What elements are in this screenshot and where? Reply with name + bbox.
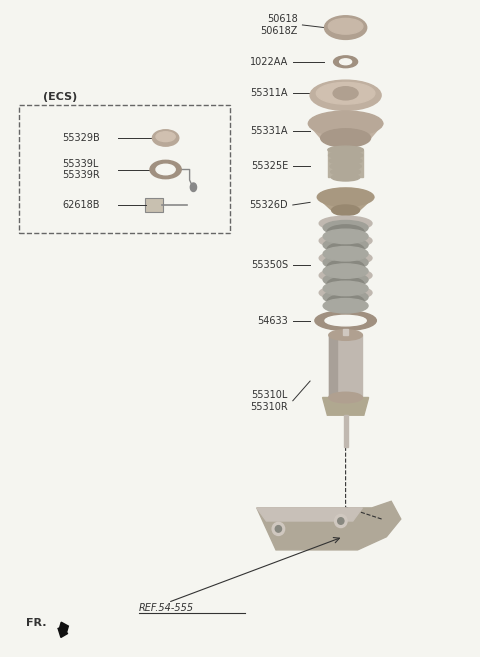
Ellipse shape (327, 294, 364, 309)
Ellipse shape (327, 260, 364, 274)
Text: 55310L
55310R: 55310L 55310R (250, 390, 288, 412)
Ellipse shape (190, 183, 197, 192)
Ellipse shape (334, 56, 358, 68)
Text: 55311A: 55311A (251, 88, 288, 99)
Text: (ECS): (ECS) (43, 92, 77, 102)
Ellipse shape (323, 264, 368, 279)
Ellipse shape (319, 233, 372, 248)
Ellipse shape (328, 18, 363, 34)
Ellipse shape (323, 298, 368, 313)
Ellipse shape (329, 392, 362, 403)
Text: 55331A: 55331A (251, 126, 288, 137)
Ellipse shape (317, 188, 374, 206)
FancyBboxPatch shape (145, 198, 163, 212)
Ellipse shape (332, 205, 360, 215)
Ellipse shape (330, 163, 361, 170)
Ellipse shape (327, 225, 364, 239)
Ellipse shape (328, 152, 363, 159)
Ellipse shape (327, 242, 364, 257)
Ellipse shape (153, 130, 179, 147)
Ellipse shape (339, 59, 351, 65)
Ellipse shape (156, 131, 175, 142)
Ellipse shape (331, 173, 360, 181)
Ellipse shape (321, 129, 371, 147)
Polygon shape (329, 335, 362, 397)
Ellipse shape (328, 146, 363, 154)
Ellipse shape (150, 160, 181, 179)
Ellipse shape (323, 290, 368, 304)
Ellipse shape (319, 286, 372, 300)
Ellipse shape (331, 168, 360, 175)
Polygon shape (308, 124, 383, 138)
Text: REF.54-555: REF.54-555 (139, 602, 194, 613)
Ellipse shape (329, 330, 362, 340)
Ellipse shape (335, 514, 347, 528)
Text: 55329B: 55329B (62, 133, 100, 143)
Polygon shape (343, 328, 348, 335)
Text: 62618B: 62618B (62, 200, 100, 210)
Ellipse shape (337, 518, 344, 524)
Ellipse shape (310, 80, 381, 110)
Ellipse shape (333, 87, 358, 100)
Polygon shape (323, 397, 369, 415)
Ellipse shape (272, 522, 285, 535)
Ellipse shape (323, 281, 368, 296)
Polygon shape (344, 415, 348, 447)
Text: 55326D: 55326D (250, 200, 288, 210)
Ellipse shape (315, 311, 376, 330)
Text: 55339L: 55339L (62, 159, 99, 170)
Ellipse shape (319, 251, 372, 265)
Ellipse shape (316, 82, 375, 104)
Text: 50618
50618Z: 50618 50618Z (260, 14, 298, 36)
Ellipse shape (325, 315, 366, 326)
Ellipse shape (319, 268, 372, 283)
Text: FR.: FR. (26, 618, 47, 628)
Ellipse shape (308, 111, 383, 136)
Ellipse shape (327, 277, 364, 291)
Text: 55350S: 55350S (251, 260, 288, 270)
Ellipse shape (323, 246, 368, 261)
Text: 55339R: 55339R (62, 170, 100, 180)
Text: 55325E: 55325E (251, 160, 288, 171)
Ellipse shape (323, 255, 368, 269)
Ellipse shape (323, 238, 368, 252)
Ellipse shape (323, 273, 368, 287)
Polygon shape (328, 150, 363, 177)
Text: 1022AA: 1022AA (250, 57, 288, 67)
Ellipse shape (324, 16, 367, 39)
Ellipse shape (329, 157, 362, 164)
Text: 54633: 54633 (257, 315, 288, 326)
Ellipse shape (323, 229, 368, 244)
FancyArrow shape (58, 622, 68, 637)
Polygon shape (257, 508, 362, 521)
Polygon shape (329, 335, 337, 397)
Polygon shape (257, 501, 401, 550)
Ellipse shape (275, 526, 281, 532)
Ellipse shape (156, 164, 175, 175)
Polygon shape (317, 197, 374, 210)
Ellipse shape (323, 221, 368, 235)
Ellipse shape (319, 216, 372, 231)
